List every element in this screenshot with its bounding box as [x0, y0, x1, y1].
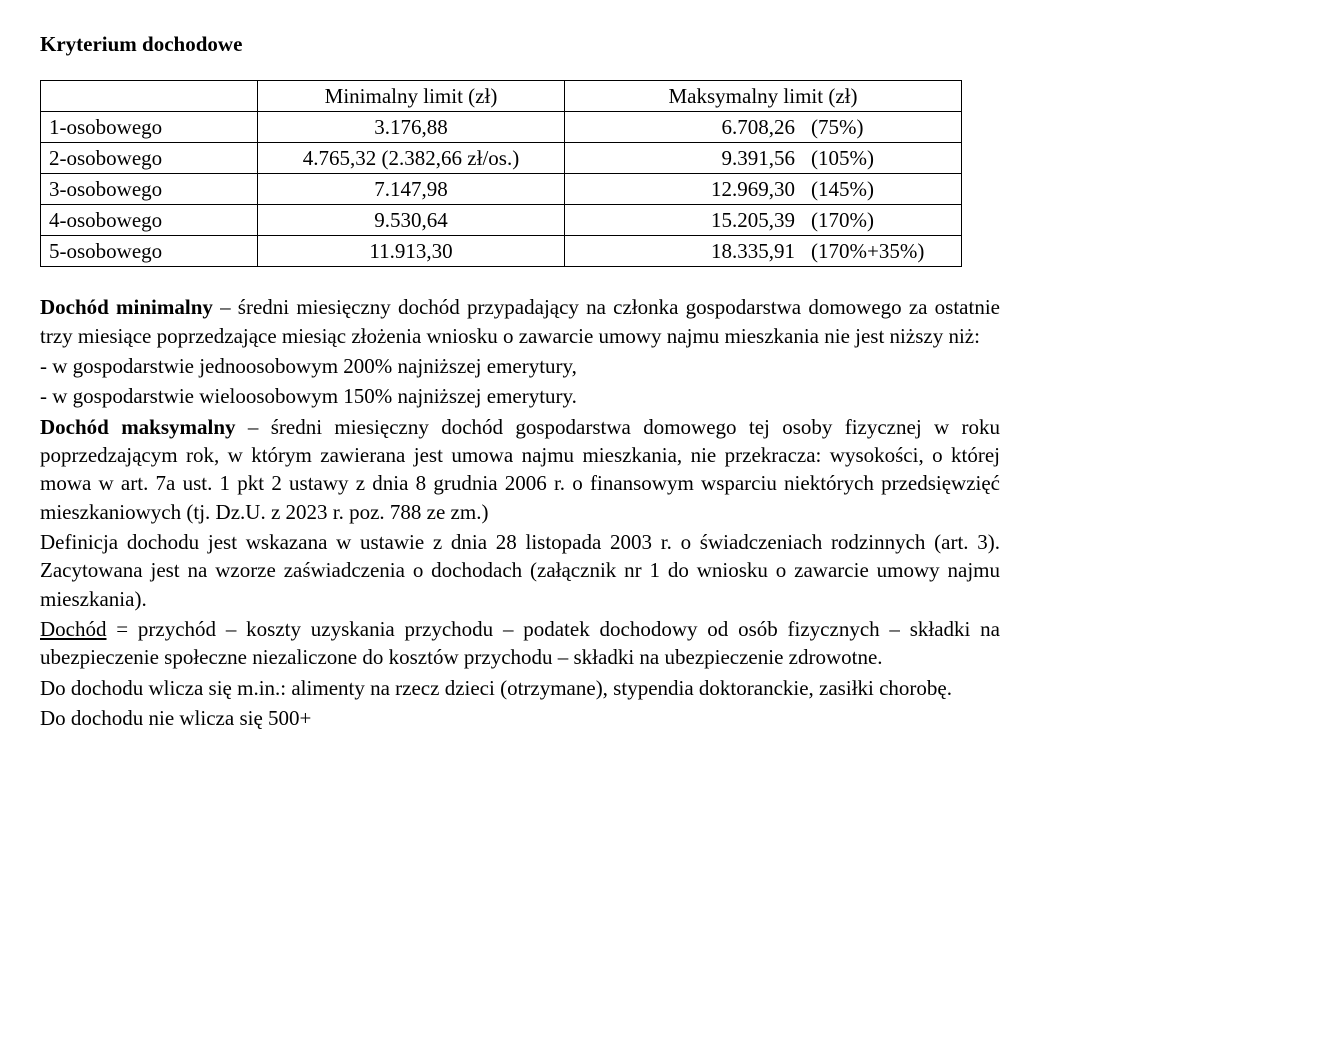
para-excludes: Do dochodu nie wlicza się 500+ — [40, 704, 1000, 732]
table-header-row: Minimalny limit (zł) Maksymalny limit (z… — [41, 81, 962, 112]
th-label — [41, 81, 258, 112]
cell-max: 15.205,39 (170%) — [565, 205, 962, 236]
para-includes: Do dochodu wlicza się m.in.: alimenty na… — [40, 674, 1000, 702]
cell-min: 3.176,88 — [258, 112, 565, 143]
cell-max-pct: (105%) — [805, 144, 961, 172]
cell-max-val: 15.205,39 — [565, 206, 805, 234]
th-max: Maksymalny limit (zł) — [565, 81, 962, 112]
table-row: 5-osobowego 11.913,30 18.335,91 (170%+35… — [41, 236, 962, 267]
cell-min: 4.765,32 (2.382,66 zł/os.) — [258, 143, 565, 174]
lead-min: Dochód minimalny — [40, 295, 213, 319]
cell-max-pct: (75%) — [805, 113, 961, 141]
cell-max-val: 6.708,26 — [565, 113, 805, 141]
cell-min: 7.147,98 — [258, 174, 565, 205]
cell-max-val: 12.969,30 — [565, 175, 805, 203]
table-row: 3-osobowego 7.147,98 12.969,30 (145%) — [41, 174, 962, 205]
cell-max-val: 18.335,91 — [565, 237, 805, 265]
para-min-income: Dochód minimalny – średni miesięczny doc… — [40, 293, 1000, 350]
table-row: 2-osobowego 4.765,32 (2.382,66 zł/os.) 9… — [41, 143, 962, 174]
cell-max-pct: (170%+35%) — [805, 237, 961, 265]
cell-max: 18.335,91 (170%+35%) — [565, 236, 962, 267]
th-min: Minimalny limit (zł) — [258, 81, 565, 112]
page-title: Kryterium dochodowe — [40, 30, 1302, 58]
cell-min: 9.530,64 — [258, 205, 565, 236]
cell-label: 2-osobowego — [41, 143, 258, 174]
para-definition: Definicja dochodu jest wskazana w ustawi… — [40, 528, 1000, 613]
cell-label: 4-osobowego — [41, 205, 258, 236]
bullet-multi: - w gospodarstwie wieloosobowym 150% naj… — [40, 382, 1000, 410]
bullet-single: - w gospodarstwie jednoosobowym 200% naj… — [40, 352, 1000, 380]
cell-max: 9.391,56 (105%) — [565, 143, 962, 174]
cell-min: 11.913,30 — [258, 236, 565, 267]
cell-max: 6.708,26 (75%) — [565, 112, 962, 143]
cell-label: 3-osobowego — [41, 174, 258, 205]
cell-label: 1-osobowego — [41, 112, 258, 143]
lead-max: Dochód maksymalny — [40, 415, 236, 439]
cell-max-pct: (170%) — [805, 206, 961, 234]
para-formula: Dochód = przychód – koszty uzyskania prz… — [40, 615, 1000, 672]
table-row: 4-osobowego 9.530,64 15.205,39 (170%) — [41, 205, 962, 236]
income-limits-table: Minimalny limit (zł) Maksymalny limit (z… — [40, 80, 962, 267]
cell-max-pct: (145%) — [805, 175, 961, 203]
lead-formula: Dochód — [40, 617, 107, 641]
cell-label: 5-osobowego — [41, 236, 258, 267]
table-row: 1-osobowego 3.176,88 6.708,26 (75%) — [41, 112, 962, 143]
cell-max: 12.969,30 (145%) — [565, 174, 962, 205]
body-formula: = przychód – koszty uzyskania przychodu … — [40, 617, 1000, 669]
para-max-income: Dochód maksymalny – średni miesięczny do… — [40, 413, 1000, 526]
cell-max-val: 9.391,56 — [565, 144, 805, 172]
